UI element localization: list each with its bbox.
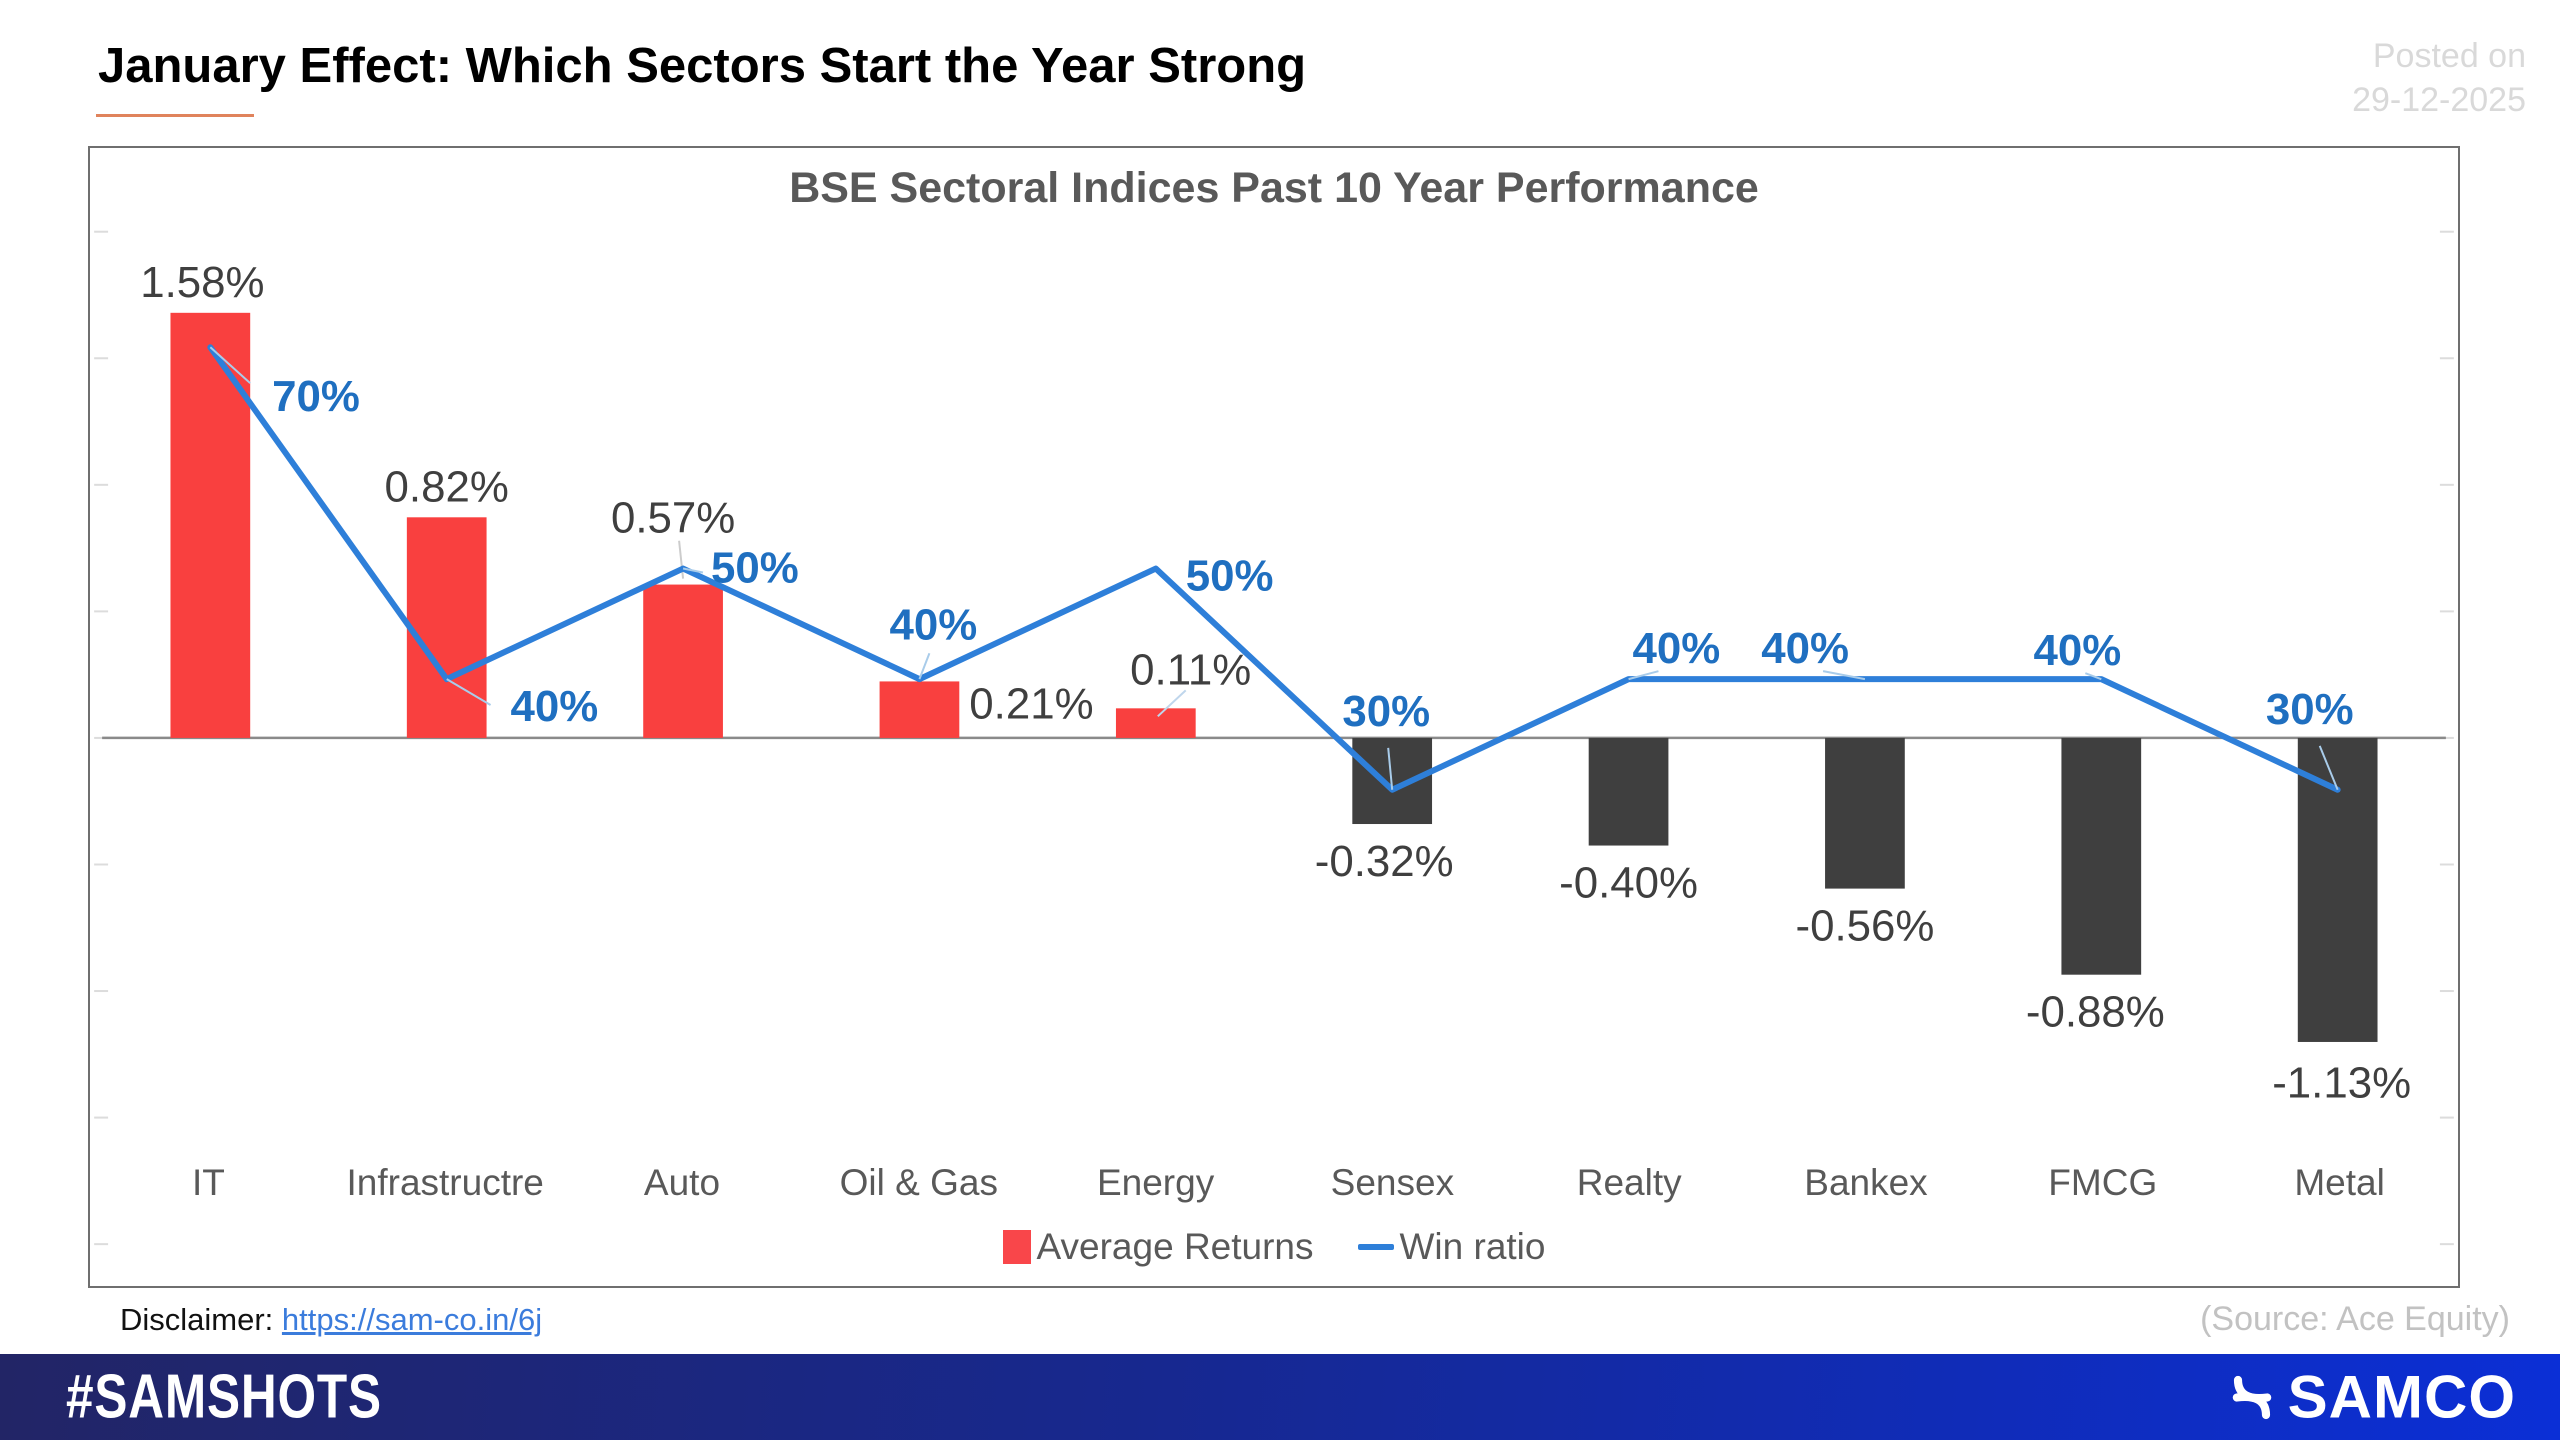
win-ratio-line: [207, 344, 2341, 793]
label-leader: [2084, 672, 2102, 681]
label-leader: [2318, 745, 2339, 791]
x-label-Auto: Auto: [643, 1162, 721, 1203]
legend: Average Returns Win ratio: [90, 1226, 2458, 1268]
average-returns-swatch-icon: [1002, 1230, 1031, 1264]
bar-value-label-Realty: -0.40%: [1559, 858, 1698, 907]
bar-value-label-Metal: -1.13%: [2272, 1059, 2411, 1108]
bar-Metal: [2297, 737, 2378, 1042]
posted-on: Posted on 29-12-2025: [2352, 34, 2526, 122]
combo-chart: 1.58% 0.82% 0.57% 0.21% 0.11% -0.32% -0.40% -0.…: [94, 230, 2454, 1246]
title-underline: [96, 114, 254, 117]
chart-panel: BSE Sectoral Indices Past 10 Year Perfor…: [88, 146, 2460, 1288]
chart-title: BSE Sectoral Indices Past 10 Year Perfor…: [789, 164, 1759, 212]
x-axis-labels: IT Infrastructre Auto Oil & Gas Energy Sensex…: [90, 1162, 2458, 1204]
win-ratio-dash-icon: [1357, 1244, 1394, 1250]
bar-Infrastructre: [406, 517, 487, 738]
source-note: (Source: Ace Equity): [2200, 1300, 2510, 1338]
x-label-FMCG: FMCG: [2048, 1162, 2158, 1203]
win-ratio-label-Realty: 40%: [1633, 624, 1721, 673]
samco-logo-text: SAMCO: [2287, 1363, 2516, 1431]
samco-logo: SAMCO: [2224, 1363, 2516, 1432]
x-label-Infrastructre: Infrastructre: [346, 1162, 544, 1203]
legend-label-win-ratio: Win ratio: [1399, 1226, 1546, 1267]
bar-Energy: [1115, 708, 1196, 738]
posted-on-label: Posted on: [2372, 37, 2526, 75]
bar-value-label-Bankex: -0.56%: [1795, 901, 1934, 950]
label-leader: [1387, 747, 1394, 790]
page-title: January Effect: Which Sectors Start the …: [98, 39, 1307, 93]
bar-FMCG: [2061, 737, 2142, 975]
label-leader: [682, 567, 704, 574]
x-label-Bankex: Bankex: [1804, 1162, 1928, 1203]
win-ratio-label-Metal: 30%: [2266, 685, 2354, 734]
bar-Realty: [1588, 737, 1669, 846]
bar-value-label-IT: 1.58%: [140, 258, 264, 307]
label-leader: [1628, 670, 1659, 681]
x-label-Oil & Gas: Oil & Gas: [839, 1162, 998, 1203]
label-leader: [678, 540, 685, 579]
x-label-Realty: Realty: [1576, 1162, 1682, 1203]
win-ratio-label-Auto: 50%: [711, 543, 799, 592]
bar-value-label-Energy: 0.11%: [1130, 645, 1251, 694]
label-leader: [446, 678, 492, 706]
legend-label-average-returns: Average Returns: [1036, 1226, 1314, 1267]
disclaimer-link[interactable]: https://sam-co.in/6j: [281, 1302, 543, 1337]
bar-value-label-Oil & Gas: 0.21%: [969, 679, 1093, 728]
bar-Bankex: [1825, 737, 1905, 889]
bar-value-label-FMCG: -0.88%: [2026, 988, 2165, 1037]
bar-value-label-Auto: 0.57%: [611, 494, 735, 543]
bar-value-label-Sensex: -0.32%: [1315, 837, 1454, 886]
win-ratio-label-Energy: 50%: [1186, 551, 1274, 600]
legend-item-average-returns: Average Returns: [1002, 1226, 1314, 1268]
x-label-Energy: Energy: [1096, 1162, 1215, 1203]
brand-bar: #SAMSHOTS SAMCO: [0, 1354, 2560, 1440]
label-leader: [1822, 670, 1866, 681]
win-ratio-label-FMCG: 40%: [2034, 626, 2122, 675]
bar-value-label-Infrastructre: 0.82%: [385, 462, 509, 511]
disclaimer: Disclaimer: https://sam-co.in/6j: [120, 1302, 542, 1338]
win-ratio-label-Sensex: 30%: [1342, 687, 1430, 736]
bar-Oil & Gas: [879, 681, 960, 738]
win-ratio-label-Oil & Gas: 40%: [890, 600, 978, 649]
label-leader: [209, 346, 251, 384]
disclaimer-label: Disclaimer:: [120, 1302, 274, 1337]
posted-on-date: 29-12-2025: [2352, 81, 2526, 119]
x-label-Metal: Metal: [2294, 1162, 2385, 1203]
label-leader: [1157, 689, 1187, 718]
bar-Auto: [643, 584, 723, 738]
bar-IT: [170, 312, 251, 738]
x-label-IT: IT: [191, 1162, 225, 1203]
win-ratio-label-IT: 70%: [272, 372, 360, 421]
samco-logo-icon: [2232, 1375, 2271, 1419]
samshots-hashtag: #SAMSHOTS: [66, 1362, 382, 1432]
label-leader: [918, 652, 931, 680]
x-label-Sensex: Sensex: [1330, 1162, 1455, 1203]
win-ratio-label-Infrastructre: 40%: [510, 682, 598, 731]
legend-item-win-ratio: Win ratio: [1357, 1226, 1546, 1268]
win-ratio-label-Bankex: 40%: [1761, 624, 1849, 673]
